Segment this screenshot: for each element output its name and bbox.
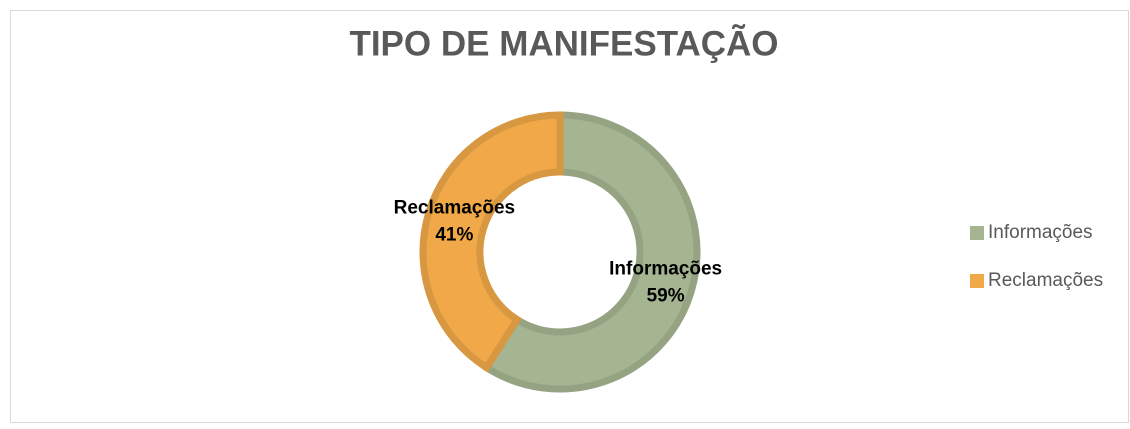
legend-label: Reclamações [988, 270, 1103, 291]
chart-border [10, 10, 1129, 423]
donut-slice [481, 111, 701, 393]
chart-title: TIPO DE MANIFESTAÇÃO [349, 24, 778, 63]
legend-label: Informações [988, 222, 1093, 243]
data-label-value: 41% [435, 224, 473, 245]
data-label-name: Informações [609, 259, 722, 280]
legend-swatch [970, 274, 984, 288]
legend-swatch [970, 226, 984, 240]
donut-slice [419, 111, 564, 373]
data-label-value: 59% [647, 286, 685, 307]
data-label-name: Reclamações [394, 197, 515, 218]
